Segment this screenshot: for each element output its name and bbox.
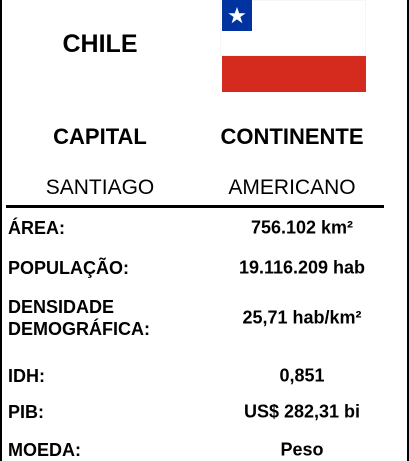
flag xyxy=(220,0,366,92)
divider xyxy=(6,205,384,208)
row-value: US$ 282,31 bi xyxy=(243,401,361,422)
row-value: 0,851 xyxy=(279,365,325,386)
column-label: CAPITAL xyxy=(53,124,147,149)
row-value: 756.102 km² xyxy=(250,217,354,238)
row-label: ÁREA: xyxy=(8,218,65,238)
column-label: CONTINENTE xyxy=(220,124,364,149)
country-title: CHILE xyxy=(62,30,138,58)
row-label: MOEDA: xyxy=(8,440,81,460)
row-label: POPULAÇÃO: xyxy=(8,258,129,278)
row-label: IDH: xyxy=(8,366,45,386)
row-label: PIB: xyxy=(8,402,44,422)
column-value: AMERICANO xyxy=(228,176,356,199)
row-value: Peso xyxy=(280,439,324,460)
row-value: 19.116.209 hab xyxy=(238,257,366,278)
row-value: 25,71 hab/km² xyxy=(242,307,362,328)
row-label: DENSIDADE DEMOGRÁFICA: xyxy=(8,297,150,339)
column-value: SANTIAGO xyxy=(45,176,155,199)
